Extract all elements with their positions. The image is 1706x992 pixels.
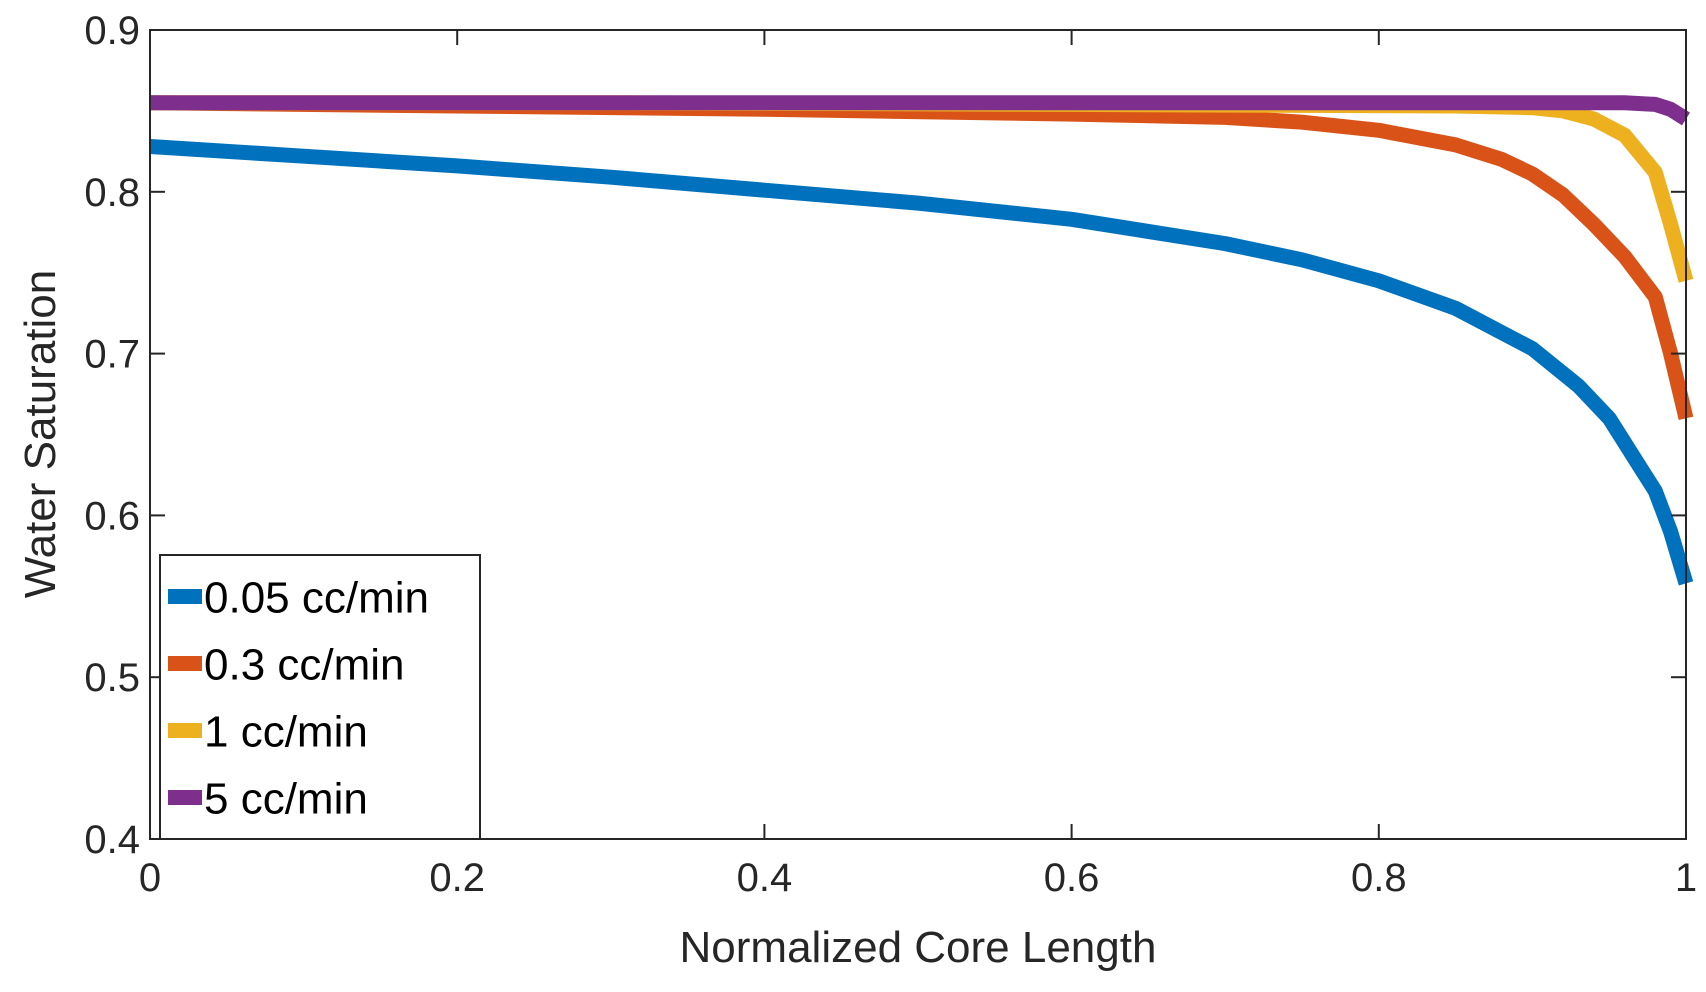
y-tick-label: 0.9 bbox=[84, 9, 140, 53]
legend-label: 0.3 cc/min bbox=[204, 641, 405, 690]
legend-box bbox=[159, 554, 481, 840]
plot-box bbox=[149, 29, 1687, 840]
series-line-1 bbox=[149, 139, 1694, 586]
x-axis-title: Normalized Core Length bbox=[680, 923, 1157, 972]
legend-label: 0.05 cc/min bbox=[204, 574, 429, 623]
x-tick-label: 0.8 bbox=[1351, 856, 1407, 900]
y-tick-label: 0.6 bbox=[84, 494, 140, 538]
x-tick-label: 1 bbox=[1675, 856, 1697, 900]
y-tick-label: 0.8 bbox=[84, 171, 140, 215]
series-line-4 bbox=[150, 95, 1690, 126]
y-tick-label: 0.4 bbox=[84, 818, 140, 862]
y-tick-labels: 0.4 0.5 0.6 0.7 0.8 0.9 bbox=[84, 9, 140, 862]
x-tick-label: 0.4 bbox=[737, 856, 793, 900]
legend: 0.05 cc/min 0.3 cc/min 1 cc/min 5 cc/min bbox=[159, 554, 481, 840]
series-layer bbox=[149, 95, 1694, 586]
x-tick-label: 0 bbox=[139, 856, 161, 900]
x-tick-label: 0.2 bbox=[429, 856, 485, 900]
series-line-2 bbox=[149, 95, 1694, 421]
x-tick-labels: 0 0.2 0.4 0.6 0.8 1 bbox=[139, 856, 1697, 900]
y-axis-title: Water Saturation bbox=[16, 270, 65, 599]
y-tick-label: 0.5 bbox=[84, 656, 140, 700]
legend-label: 5 cc/min bbox=[204, 775, 368, 824]
x-tick-label: 0.6 bbox=[1044, 856, 1100, 900]
y-tick-label: 0.7 bbox=[84, 333, 140, 377]
legend-label: 1 cc/min bbox=[204, 708, 368, 757]
